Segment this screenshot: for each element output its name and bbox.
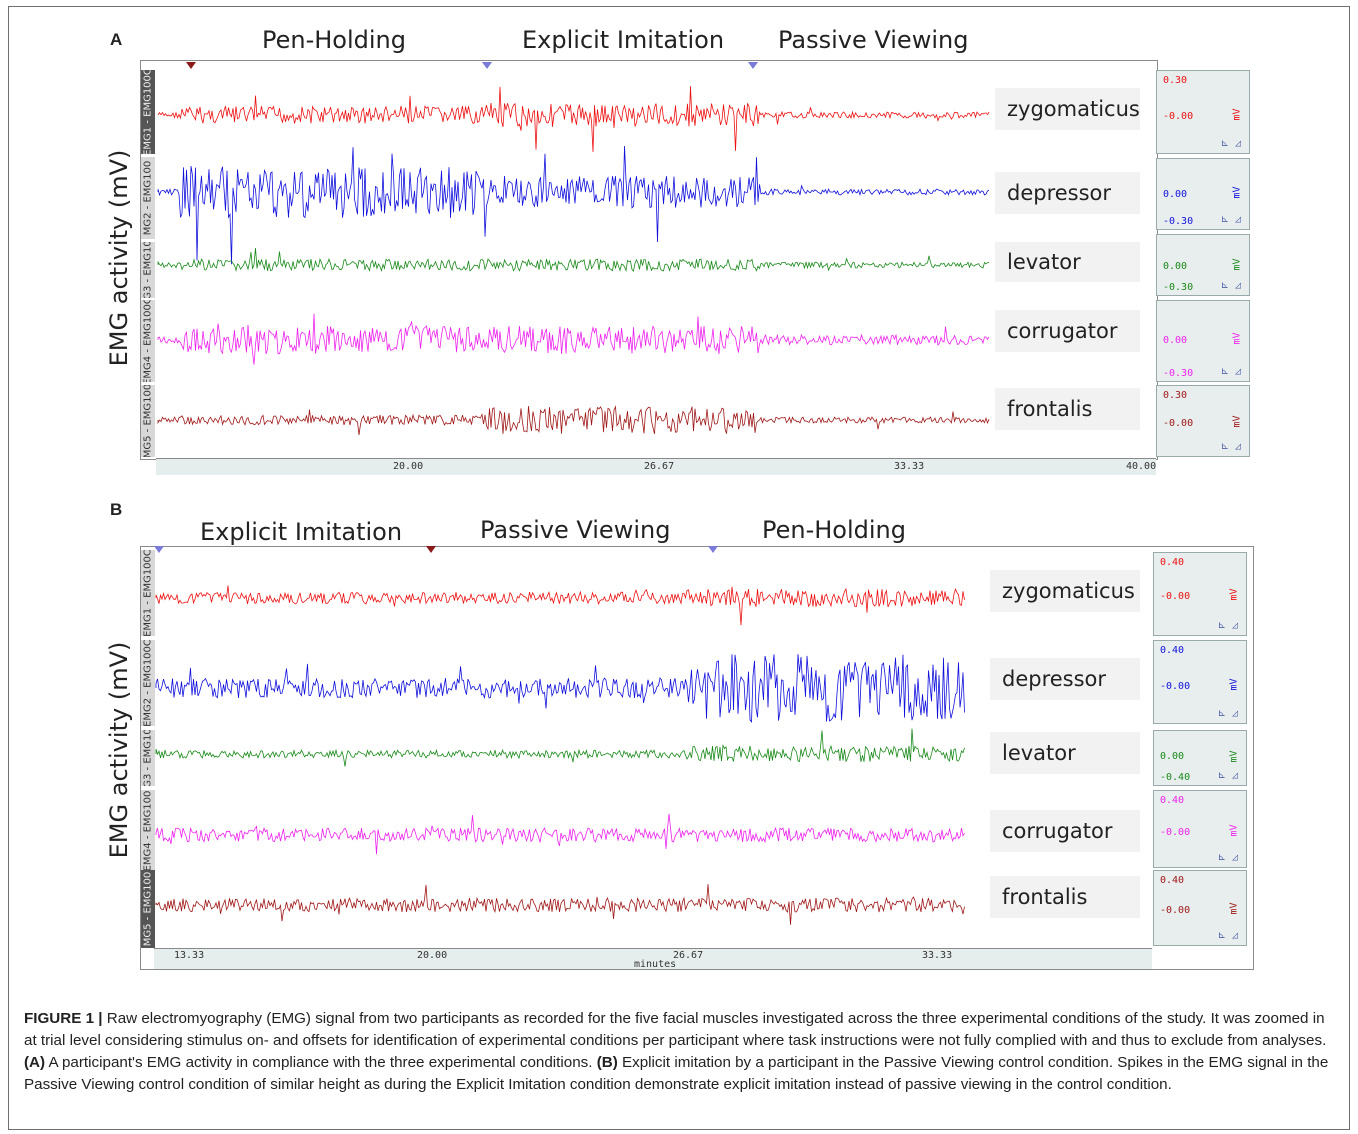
- scale-icon[interactable]: ⊾ ◿: [1220, 366, 1241, 377]
- scale-box[interactable]: 0.40 -0.00 mV ⊾ ◿: [1153, 552, 1247, 636]
- scale-icon[interactable]: ⊾ ◿: [1220, 280, 1241, 291]
- condition-label-passive-viewing: Passive Viewing: [480, 516, 671, 544]
- caption-b-text: Explicit imitation by a participant in t…: [24, 1054, 1329, 1093]
- figure-caption: FIGURE 1 | Raw electromyography (EMG) si…: [24, 1008, 1334, 1096]
- scale-box[interactable]: 0.40 -0.00 mV ⊾ ◿: [1153, 790, 1247, 868]
- panel-b: B Explicit Imitation Passive Viewing Pen…: [0, 490, 1358, 980]
- scale-box[interactable]: 0.00 -0.30 mV ⊾ ◿: [1156, 234, 1250, 296]
- time-axis: [156, 458, 1156, 475]
- panel-a-letter: A: [110, 30, 123, 49]
- event-marker[interactable]: [708, 546, 718, 553]
- channel-strip: EMG1 - EMG100C: [141, 70, 155, 154]
- channel-strip: MG5 - EMG100: [141, 870, 155, 948]
- channel-strip: EMG4 - EMG100C: [141, 300, 155, 382]
- scale-box[interactable]: 0.40 -0.00 mV ⊾ ◿: [1153, 640, 1247, 724]
- condition-label-pen-holding: Pen-Holding: [762, 516, 906, 544]
- condition-label-explicit-imitation: Explicit Imitation: [522, 26, 725, 54]
- figure-frame: [8, 6, 1350, 1130]
- emg-traces: [155, 86, 990, 925]
- muscle-label-corrugator: corrugator: [995, 310, 1140, 352]
- panel-a: A Pen-Holding Explicit Imitation Passive…: [0, 0, 1358, 480]
- event-marker[interactable]: [186, 62, 196, 69]
- scale-box[interactable]: 0.30 -0.00 mV ⊾ ◿: [1156, 70, 1250, 154]
- scale-icon[interactable]: ⊾ ◿: [1217, 770, 1238, 781]
- scale-icon[interactable]: ⊾ ◿: [1220, 214, 1241, 225]
- time-axis: [154, 948, 1152, 969]
- scale-icon[interactable]: ⊾ ◿: [1217, 620, 1238, 631]
- muscle-label-zygomaticus: zygomaticus: [990, 570, 1140, 612]
- tick-label: 40.00: [1126, 461, 1157, 472]
- scale-icon[interactable]: ⊾ ◿: [1217, 930, 1238, 941]
- muscle-label-corrugator: corrugator: [990, 810, 1140, 852]
- event-marker[interactable]: [154, 546, 164, 553]
- condition-label-explicit-imitation: Explicit Imitation: [200, 518, 403, 546]
- channel-strip: EMG1 - EMG100C: [141, 550, 155, 636]
- trace-zygomaticus: [155, 585, 965, 626]
- tick-label: 20.00: [417, 950, 448, 961]
- caption-a-label: (A): [24, 1054, 46, 1071]
- trace-levator: [157, 247, 990, 273]
- trace-depressor: [155, 654, 965, 723]
- trace-frontalis: [155, 884, 965, 925]
- caption-b-label: (B): [596, 1054, 618, 1071]
- muscle-label-frontalis: frontalis: [995, 388, 1140, 430]
- scale-box[interactable]: 0.00 -0.40 mV ⊾ ◿: [1153, 730, 1247, 786]
- tick-label: 20.00: [393, 461, 424, 472]
- tick-label: 26.67: [673, 950, 704, 961]
- muscle-label-zygomaticus: zygomaticus: [995, 88, 1140, 130]
- channel-strip: G3 - EMG10: [141, 730, 155, 786]
- channel-strip: EMG4 - EMG100: [141, 790, 155, 872]
- scale-icon[interactable]: ⊾ ◿: [1220, 441, 1241, 452]
- trace-depressor: [157, 145, 990, 265]
- panel-a-plot-area: [140, 60, 1158, 460]
- tick-label: 26.67: [644, 461, 675, 472]
- event-marker[interactable]: [482, 62, 492, 69]
- trace-corrugator: [155, 813, 965, 855]
- muscle-label-depressor: depressor: [990, 658, 1140, 700]
- scale-icon[interactable]: ⊾ ◿: [1217, 708, 1238, 719]
- trace-levator: [155, 728, 965, 767]
- channel-strip: EMG2 - EMG100C: [141, 640, 155, 726]
- scale-icon[interactable]: ⊾ ◿: [1217, 852, 1238, 863]
- condition-label-pen-holding: Pen-Holding: [262, 26, 406, 54]
- caption-intro: Raw electromyography (EMG) signal from t…: [24, 1010, 1327, 1049]
- tick-label: 33.33: [894, 461, 925, 472]
- channel-strip: MG5 - EMG100: [141, 385, 155, 457]
- condition-label-passive-viewing: Passive Viewing: [778, 26, 969, 54]
- muscle-label-depressor: depressor: [995, 172, 1140, 214]
- channel-strip: G3 - EMG10: [141, 242, 155, 298]
- scale-icon[interactable]: ⊾ ◿: [1220, 138, 1241, 149]
- muscle-label-levator: levator: [990, 732, 1140, 774]
- scale-box[interactable]: 0.00 -0.30 mV ⊾ ◿: [1156, 158, 1250, 230]
- panel-b-letter: B: [110, 500, 123, 519]
- caption-a-text: A participant's EMG activity in complian…: [45, 1054, 597, 1071]
- trace-zygomaticus: [157, 86, 990, 152]
- event-marker[interactable]: [748, 62, 758, 69]
- tick-label: 33.33: [922, 950, 953, 961]
- trace-corrugator: [157, 313, 990, 365]
- muscle-label-levator: levator: [995, 242, 1140, 282]
- trace-frontalis: [157, 405, 990, 435]
- scale-box[interactable]: 0.30 -0.00 mV ⊾ ◿: [1156, 385, 1250, 457]
- axis-unit-label: minutes: [634, 959, 677, 970]
- channel-strip: MG2 - EMG100: [141, 157, 155, 239]
- caption-label: FIGURE 1 |: [24, 1010, 103, 1027]
- scale-box[interactable]: 0.40 -0.00 mV ⊾ ◿: [1153, 870, 1247, 946]
- scale-box[interactable]: 0.00 -0.30 mV ⊾ ◿: [1156, 300, 1250, 382]
- tick-label: 13.33: [174, 950, 205, 961]
- muscle-label-frontalis: frontalis: [990, 876, 1140, 918]
- event-marker[interactable]: [426, 546, 436, 553]
